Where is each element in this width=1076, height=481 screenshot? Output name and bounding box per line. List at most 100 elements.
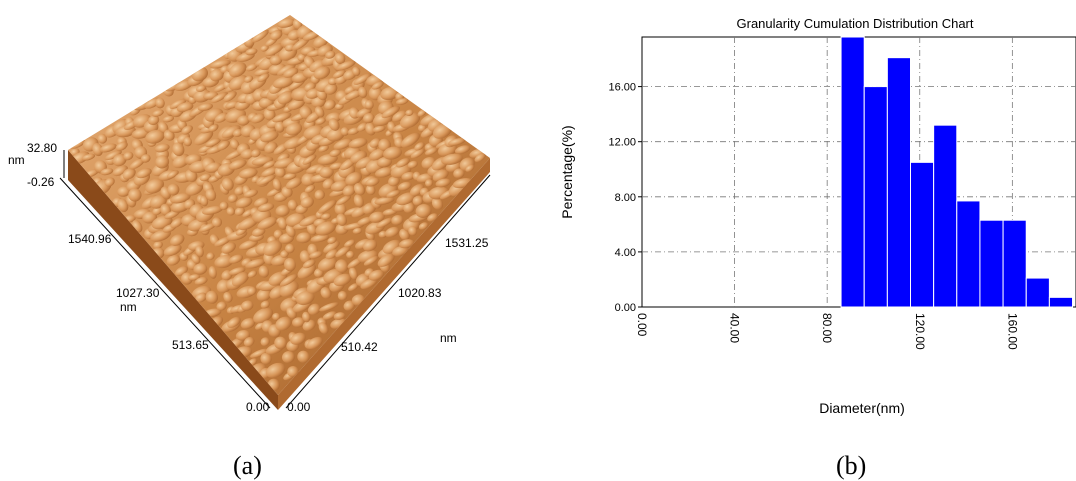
afm-grain xyxy=(272,178,282,191)
afm-grain xyxy=(435,178,451,188)
afm-grain xyxy=(97,133,108,144)
afm-grain xyxy=(343,300,355,311)
afm-grain xyxy=(313,66,331,80)
afm-grain xyxy=(208,266,217,279)
afm-grain xyxy=(205,138,221,147)
afm-grain xyxy=(424,179,434,187)
afm-grain xyxy=(372,125,386,133)
histogram-bar xyxy=(979,219,1004,308)
afm-grain xyxy=(253,307,273,324)
afm-grain xyxy=(239,239,258,250)
afm-grain xyxy=(342,184,356,197)
afm-grain xyxy=(302,311,311,323)
afm-grain xyxy=(325,249,339,260)
afm-grain xyxy=(454,145,471,155)
y-tick-label: 4.00 xyxy=(615,247,636,259)
afm-grain xyxy=(261,167,278,178)
afm-grain xyxy=(292,317,305,328)
histogram-bar xyxy=(840,36,865,308)
afm-grain xyxy=(328,118,340,131)
afm-grain xyxy=(195,245,204,258)
afm-grain xyxy=(214,112,229,123)
afm-grain xyxy=(274,336,287,350)
afm-left-tick: 1540.96 xyxy=(68,232,112,246)
afm-z-min: -0.26 xyxy=(27,175,55,189)
afm-grain xyxy=(306,222,318,236)
afm-grain xyxy=(431,197,444,210)
afm-grain xyxy=(314,189,325,200)
afm-grain xyxy=(368,211,385,223)
afm-grain xyxy=(441,153,463,165)
x-tick-label: 40.00 xyxy=(728,313,742,343)
afm-grain xyxy=(244,75,254,83)
afm-grain xyxy=(92,143,103,157)
afm-grain xyxy=(232,128,243,138)
afm-grain xyxy=(369,138,381,148)
afm-grain xyxy=(401,171,416,181)
afm-grain xyxy=(176,102,194,113)
afm-grain xyxy=(221,177,234,191)
afm-grain xyxy=(152,109,164,117)
afm-grain xyxy=(281,351,295,364)
afm-grain xyxy=(397,181,412,191)
afm-grain xyxy=(205,290,219,304)
afm-grain xyxy=(253,67,272,77)
afm-grain xyxy=(100,168,114,176)
afm-z-unit: nm xyxy=(8,153,25,167)
afm-grain xyxy=(325,50,336,59)
afm-grain xyxy=(234,206,245,216)
afm-grain xyxy=(257,203,275,212)
afm-grain xyxy=(337,291,348,301)
afm-grain xyxy=(210,91,228,104)
afm-grain xyxy=(245,48,258,56)
afm-grain xyxy=(332,69,346,79)
afm-grain xyxy=(403,202,415,214)
afm-grain xyxy=(334,52,346,65)
histogram-bar xyxy=(933,124,958,308)
afm-grain xyxy=(231,271,249,287)
afm-grain xyxy=(297,263,316,279)
afm-grain xyxy=(277,18,296,28)
afm-grain xyxy=(287,366,299,378)
afm-grain xyxy=(302,154,317,165)
bars xyxy=(840,36,1074,308)
afm-grain xyxy=(195,292,207,303)
afm-grain xyxy=(234,185,245,196)
afm-grain xyxy=(245,63,258,72)
afm-grain xyxy=(260,337,270,347)
afm-grain xyxy=(243,189,258,198)
afm-grain xyxy=(226,206,236,216)
afm-grain xyxy=(391,214,404,226)
afm-grain xyxy=(140,154,151,163)
afm-grain xyxy=(285,177,303,190)
afm-grain xyxy=(417,109,427,117)
afm-grain xyxy=(245,258,266,269)
afm-right-axis xyxy=(285,174,491,409)
afm-grain xyxy=(363,255,379,266)
afm-grain xyxy=(219,201,229,210)
afm-grain xyxy=(180,272,193,285)
afm-grain xyxy=(283,172,297,180)
afm-grain xyxy=(208,124,219,132)
afm-grain xyxy=(344,239,356,248)
histogram-bar xyxy=(910,161,935,308)
afm-grain xyxy=(230,139,240,150)
afm-grain xyxy=(214,255,234,269)
afm-grain xyxy=(353,73,372,85)
afm-grain xyxy=(412,195,424,206)
afm-grain xyxy=(240,149,255,160)
afm-grain xyxy=(318,144,329,153)
afm-grain xyxy=(238,168,258,179)
afm-grain xyxy=(263,160,277,169)
afm-grain xyxy=(378,138,391,152)
afm-grain xyxy=(81,153,96,161)
afm-grain xyxy=(277,63,296,76)
afm-grain xyxy=(209,59,231,69)
afm-grain xyxy=(295,290,315,306)
afm-grain xyxy=(145,178,165,194)
afm-grain xyxy=(306,336,323,350)
x-tick-label: 80.00 xyxy=(820,313,834,343)
afm-grain xyxy=(272,112,292,123)
afm-grain xyxy=(352,227,363,235)
afm-grain xyxy=(194,276,208,286)
